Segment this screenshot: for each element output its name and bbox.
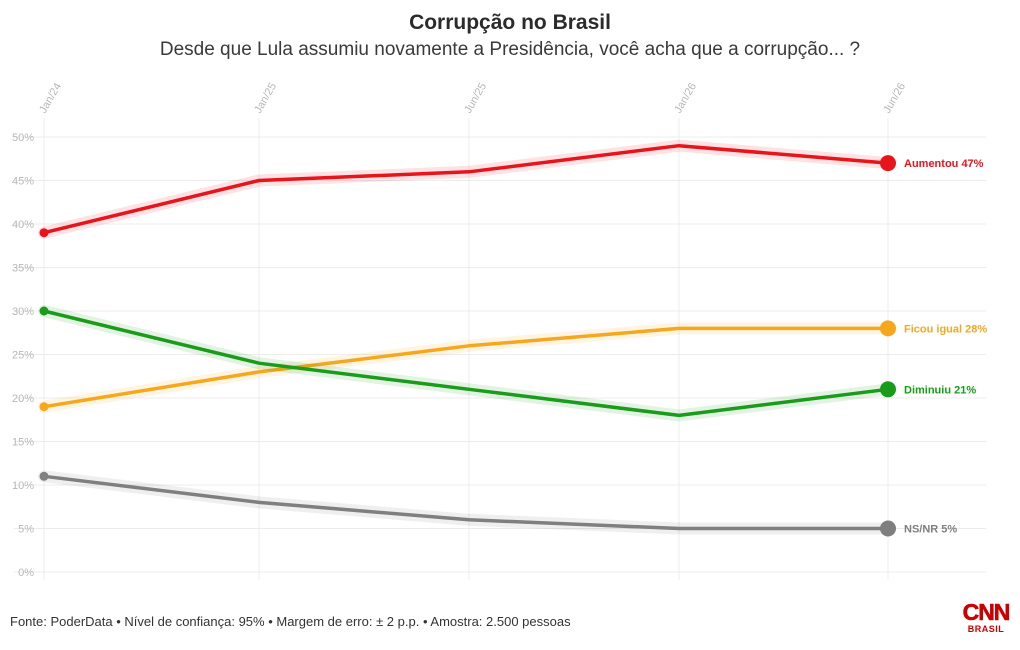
y-tick-label: 30% [12,306,34,318]
series-end-point-ficou-igual [880,320,896,337]
y-tick-label: 35% [12,263,34,275]
y-tick-label: 40% [12,219,34,231]
x-tick-label: Jan/24 [37,81,64,116]
series-label-aumentou: Aumentou 47% [904,158,984,170]
y-tick-label: 0% [18,567,34,579]
series-label-ns-nr: NS/NR 5% [904,524,957,536]
series-label-diminuiu: Diminuiu 21% [904,384,976,396]
y-tick-label: 20% [12,393,34,405]
brand-name: CNN [962,599,1010,625]
series-line-aumentou [42,143,890,235]
series-start-point-ficou-igual [39,402,49,412]
y-tick-label: 25% [12,350,34,362]
series-end-point-diminuiu [880,381,896,398]
y-axis: 0% 5% 10% 15% 20% 25% 30% 35% 40% 45% 50% [12,132,34,579]
x-tick-label: Jun/25 [462,81,489,116]
brand-sub: BRASIL [967,624,1005,634]
series-glow-aumentou [38,139,894,239]
series-start-point-ns-nr [39,471,49,481]
series-start-point-diminuiu [39,306,49,316]
series-lines [38,139,896,537]
chart-title: Corrupção no Brasil [409,11,611,34]
series-line-ficou-igual [42,326,890,409]
y-tick-label: 5% [18,524,34,536]
x-tick-label: Jun/26 [881,81,908,116]
series-end-labels: Aumentou 47% Ficou igual 28% Diminuiu 21% N… [904,158,987,535]
y-tick-label: 45% [12,176,34,188]
series-line-diminuiu [42,309,890,418]
cnn-brasil-logo: CNN BRASIL [960,600,1012,640]
x-axis: Jan/24 Jan/25 Jun/25 Jan/26 Jun/26 [37,81,908,116]
y-tick-label: 50% [12,132,34,144]
series-end-point-aumentou [880,155,896,172]
series-label-ficou-igual: Ficou igual 28% [904,323,987,335]
y-tick-label: 10% [12,480,34,492]
series-start-point-aumentou [39,228,49,238]
series-end-point-ns-nr [880,520,896,537]
y-tick-label: 15% [12,437,34,449]
series-line-ns-nr [42,474,890,531]
x-tick-label: Jan/26 [672,81,699,116]
chart-subtitle: Desde que Lula assumiu novamente a Presi… [159,39,861,60]
x-tick-label: Jan/25 [252,81,279,116]
source-note: Fonte: PoderData • Nível de confiança: 9… [10,614,571,629]
